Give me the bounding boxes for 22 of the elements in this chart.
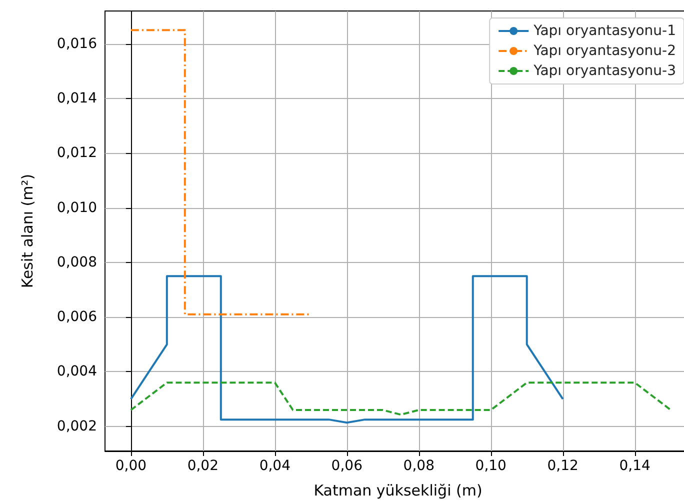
legend-label: Yapı oryantasyonu-3	[532, 63, 676, 79]
y-tick-label: 0,016	[56, 36, 98, 52]
y-tick-label: 0,006	[56, 309, 98, 326]
x-tick-label: 0,00	[115, 458, 146, 474]
y-tick-label: 0,008	[56, 254, 97, 270]
legend-label: Yapı oryantasyonu-2	[532, 43, 676, 59]
x-tick-label: 0,04	[259, 458, 291, 474]
y-tick-label: 0,010	[56, 200, 97, 216]
y-tick-label: 0,002	[56, 418, 97, 434]
y-axis-title: Kesit alanı (m²)	[18, 174, 36, 288]
x-tick-label: 0,14	[619, 458, 651, 474]
legend-label: Yapı oryantasyonu-1	[532, 23, 676, 39]
x-axis-title: Katman yüksekliği (m)	[314, 482, 482, 500]
y-tick-label: 0,014	[56, 90, 98, 106]
y-tick-label: 0,012	[56, 145, 97, 162]
line-series	[130, 275, 564, 424]
x-tick-label: 0,10	[475, 458, 506, 474]
x-tick-label: 0,12	[547, 458, 578, 474]
x-tick-label: 0,08	[403, 458, 434, 474]
y-tick-label: 0,004	[56, 364, 98, 380]
x-tick-label: 0,06	[331, 458, 363, 474]
x-tick-label: 0,02	[187, 458, 218, 474]
